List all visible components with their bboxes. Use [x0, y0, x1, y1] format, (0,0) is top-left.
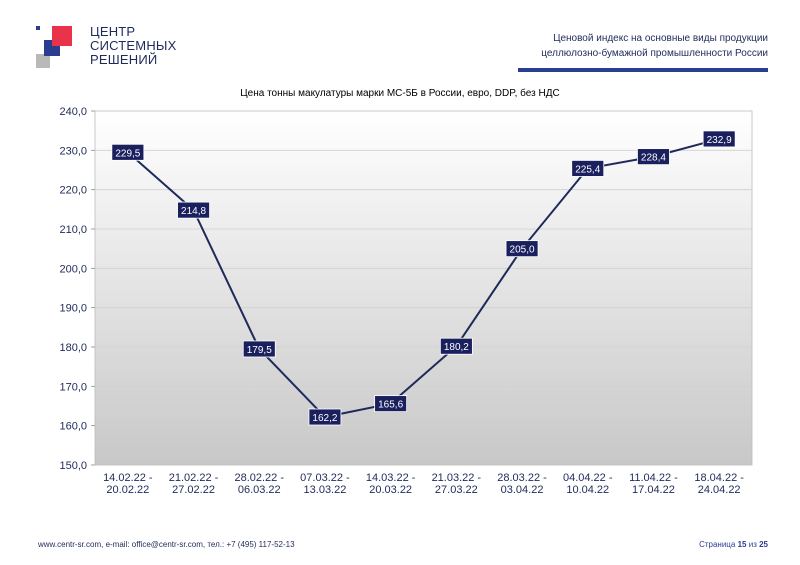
- plot-area: [94, 110, 753, 466]
- data-label: 162,2: [312, 413, 337, 424]
- y-tick-label: 150,0: [59, 460, 87, 472]
- y-tick-label: 240,0: [59, 106, 87, 118]
- x-tick-label-line: 14.02.22 -: [103, 472, 153, 484]
- x-tick-label-line: 28.02.22 -: [234, 472, 284, 484]
- data-labels: 229,5 214,8 179,5 162,2 165,6 180,2 205,0 225,4…: [111, 130, 736, 426]
- x-tick-label-line: 18.04.22 -: [694, 472, 744, 484]
- page-indicator: Страница 15 из 25: [699, 540, 768, 549]
- page-word: Страница: [699, 540, 736, 549]
- x-tick-label-line: 06.03.22: [238, 484, 281, 496]
- x-tick-label: 28.02.22 -06.03.22: [234, 472, 284, 496]
- data-label: 214,8: [181, 206, 206, 217]
- y-tick-label: 210,0: [59, 224, 87, 236]
- y-tick-label: 220,0: [59, 185, 87, 197]
- logo-line-1: ЦЕНТР: [90, 24, 136, 39]
- x-tick-label-line: 27.03.22: [435, 484, 478, 496]
- gridlines: [95, 149, 752, 427]
- data-label: 229,5: [115, 148, 140, 159]
- data-label: 225,4: [575, 164, 600, 175]
- x-tick-label-line: 10.04.22: [566, 484, 609, 496]
- page-total: 25: [759, 540, 768, 549]
- data-point-marker: [637, 148, 670, 166]
- of-word: из: [748, 540, 757, 549]
- y-tick-label: 190,0: [59, 303, 87, 315]
- footer-contacts: www.centr-sr.com, e-mail: office@centr-s…: [38, 540, 295, 549]
- data-point-marker: [308, 408, 342, 426]
- data-point-marker: [439, 337, 473, 355]
- x-tick-label-line: 13.03.22: [304, 484, 347, 496]
- x-tick-label-line: 21.02.22 -: [169, 472, 219, 484]
- x-tick-label: 21.03.22 -27.03.22: [432, 472, 482, 496]
- x-axis: 14.02.22 -20.02.22 21.02.22 -27.02.22 28.0…: [103, 472, 744, 496]
- chart-title: Цена тонны макулатуры марки МС-5Б в Росс…: [240, 88, 560, 99]
- logo-small-blue-square: [36, 26, 40, 30]
- page-number: 15: [737, 540, 747, 549]
- y-axis: 150,0 160,0 170,0 180,0 190,0 200,0 210,0 220,0…: [59, 106, 95, 472]
- data-point-marker: [571, 160, 605, 177]
- x-tick-label-line: 07.03.22 -: [300, 472, 350, 484]
- logo-gray-square: [36, 54, 50, 68]
- x-tick-label-line: 28.03.22 -: [497, 472, 547, 484]
- data-label: 165,6: [378, 400, 403, 411]
- data-point-marker: [111, 143, 145, 161]
- x-tick-label-line: 24.04.22: [698, 484, 741, 496]
- x-tick-label: 14.02.22 -20.02.22: [103, 472, 153, 496]
- header-rule: [518, 68, 768, 72]
- report-title: Ценовой индекс на основные виды продукци…: [488, 31, 768, 61]
- data-label: 179,5: [247, 345, 272, 356]
- y-tick-label: 200,0: [59, 263, 87, 275]
- x-tick-label-line: 03.04.22: [501, 484, 544, 496]
- report-title-line-2: целлюлозно-бумажной промышленности Росси…: [541, 48, 768, 59]
- logo-line-2: СИСТЕМНЫХ: [90, 38, 177, 53]
- x-tick-label: 21.02.22 -27.02.22: [169, 472, 219, 496]
- company-logo: ЦЕНТР СИСТЕМНЫХ РЕШЕНИЙ: [34, 24, 184, 76]
- logo-text: ЦЕНТР СИСТЕМНЫХ РЕШЕНИЙ: [90, 25, 177, 67]
- data-label: 232,9: [707, 135, 732, 146]
- x-tick-label: 18.04.22 -24.04.22: [694, 472, 744, 496]
- y-tick-label: 160,0: [59, 421, 87, 433]
- y-tick-label: 180,0: [59, 342, 87, 354]
- data-point-marker: [374, 395, 408, 413]
- data-point-marker: [702, 130, 736, 148]
- series-line: [127, 137, 720, 419]
- x-tick-label: 11.04.22 -17.04.22: [629, 472, 678, 496]
- logo-red-square: [52, 26, 72, 46]
- x-tick-label-line: 11.04.22 -: [629, 472, 678, 484]
- x-tick-label-line: 20.03.22: [369, 484, 412, 496]
- x-tick-label-line: 04.04.22 -: [563, 472, 613, 484]
- x-tick-label-line: 14.03.22 -: [366, 472, 416, 484]
- data-label: 228,4: [641, 153, 666, 164]
- y-tick-label: 230,0: [59, 145, 87, 157]
- x-tick-label-line: 21.03.22 -: [432, 472, 482, 484]
- data-label: 205,0: [510, 245, 535, 256]
- data-point-marker: [505, 240, 539, 258]
- y-tick-label: 170,0: [59, 381, 87, 393]
- x-tick-label: 04.04.22 -10.04.22: [563, 472, 613, 496]
- x-tick-label: 14.03.22 -20.03.22: [366, 472, 416, 496]
- x-tick-label-line: 17.04.22: [632, 484, 675, 496]
- data-point-marker: [177, 201, 210, 219]
- data-point-marker: [242, 340, 276, 358]
- data-label: 180,2: [444, 342, 469, 353]
- x-tick-label-line: 27.02.22: [172, 484, 215, 496]
- series-line-group: [127, 137, 720, 419]
- x-tick-label: 07.03.22 -13.03.22: [300, 472, 350, 496]
- report-title-line-1: Ценовой индекс на основные виды продукци…: [553, 33, 768, 44]
- logo-line-3: РЕШЕНИЙ: [90, 52, 158, 67]
- x-tick-label: 28.03.22 -03.04.22: [497, 472, 547, 496]
- x-tick-label-line: 20.02.22: [106, 484, 149, 496]
